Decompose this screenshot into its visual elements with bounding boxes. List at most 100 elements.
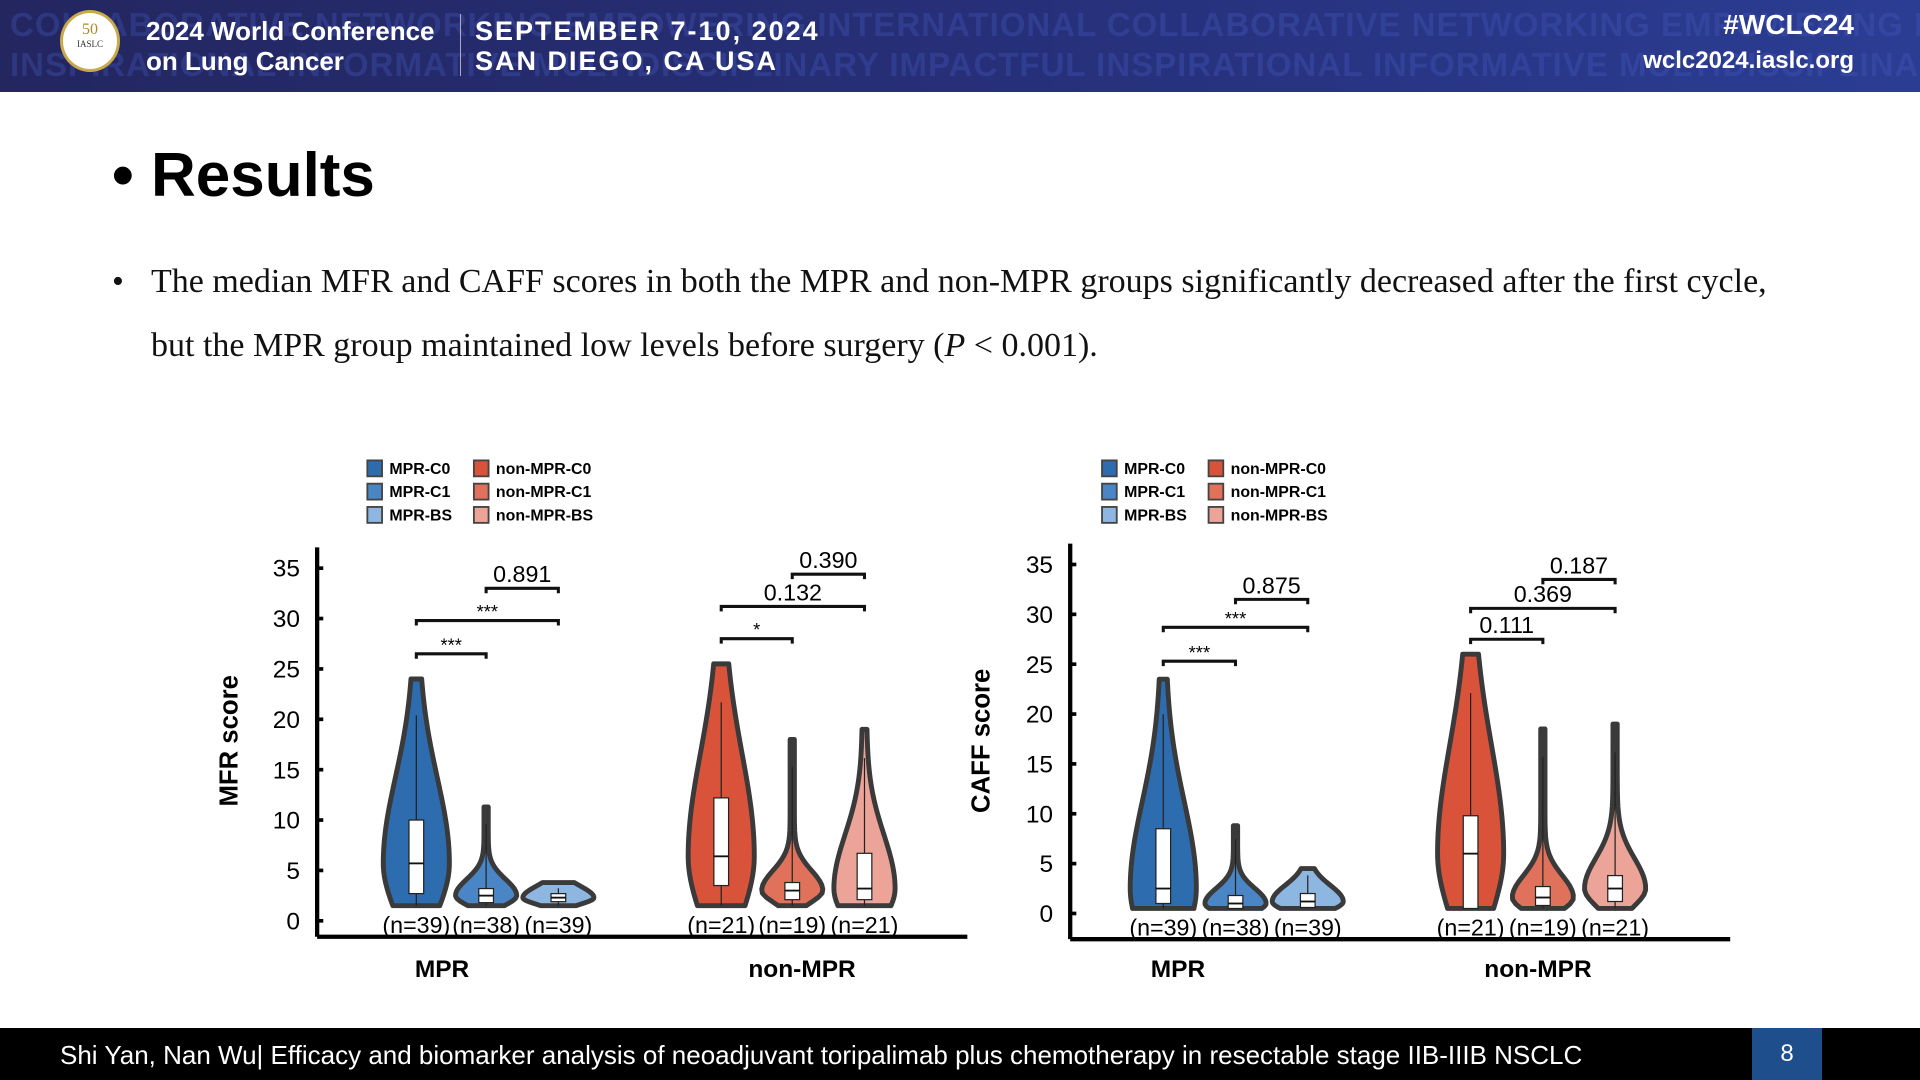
n-label: (n=21)	[687, 912, 755, 938]
p-value-label: ***	[1189, 642, 1210, 663]
legend-swatch	[1207, 482, 1225, 501]
slide-title: • Results	[112, 140, 375, 211]
y-tick-label: 0	[286, 908, 300, 935]
n-label: (n=19)	[1509, 915, 1577, 941]
group-label: non-MPR	[1484, 956, 1592, 983]
significance-bracket	[414, 619, 560, 626]
footer-bar: Shi Yan, Nan Wu| Efficacy and biomarker …	[0, 1028, 1920, 1080]
y-axis-label: MFR score	[216, 675, 244, 806]
significance-bracket	[1469, 637, 1545, 645]
p-symbol: P	[944, 327, 966, 364]
legend-label: MPR-C0	[1124, 461, 1185, 478]
box	[713, 797, 730, 887]
legend-swatch	[1101, 482, 1118, 501]
y-tick-label: 20	[273, 707, 300, 734]
significance-bracket	[1469, 606, 1617, 614]
box	[1462, 815, 1479, 910]
date: SEPTEMBER 7-10, 2024	[475, 16, 820, 46]
legend-label: MPR-C0	[389, 461, 450, 478]
significance-bracket	[414, 652, 488, 659]
chart-1: MPR-C0 MPR-C1 MPR-BS non-MPR-C0 non-MPR-C1 no…	[967, 459, 1731, 983]
iaslc-50-logo: 50 IASLC	[60, 10, 120, 72]
header-watermark-line: COLLABORATIVE NETWORKING EMPOWERING INTE…	[10, 6, 1920, 43]
location: SAN DIEGO, CA USA	[475, 46, 779, 76]
title-text: Results	[150, 141, 375, 210]
y-tick-label: 0	[1039, 901, 1053, 928]
box	[1227, 894, 1244, 910]
conference-date-location: SEPTEMBER 7-10, 2024 SAN DIEGO, CA USA	[475, 16, 820, 76]
box	[1534, 885, 1551, 907]
box	[1155, 828, 1172, 905]
legend-swatch	[366, 482, 383, 501]
group-label: MPR	[415, 956, 470, 983]
y-tick-label: 30	[273, 606, 300, 633]
significance-bracket	[719, 637, 794, 644]
y-tick-label: 10	[273, 808, 300, 835]
bullet: •	[112, 263, 124, 300]
y-tick-label: 35	[273, 556, 300, 583]
p-value-label: 0.875	[1243, 572, 1301, 598]
legend-label: MPR-BS	[1124, 507, 1187, 524]
p-value-label: 0.132	[764, 579, 822, 605]
paragraph-line: but the MPR group maintained low levels …	[151, 314, 1892, 378]
conference-header: COLLABORATIVE NETWORKING EMPOWERING INTE…	[0, 0, 1920, 92]
n-label: (n=39)	[1274, 915, 1342, 941]
p-value-label: ***	[441, 634, 462, 655]
header-watermark-line: INSPIRATIONAL INFORMATIVE MULTIDISCIPLIN…	[10, 46, 1920, 83]
y-tick-label: 25	[273, 656, 300, 683]
significance-bracket	[1541, 577, 1617, 585]
legend-label: non-MPR-C1	[496, 484, 592, 501]
divider	[460, 14, 461, 76]
paragraph-line: The median MFR and CAFF scores in both t…	[151, 263, 1767, 300]
n-label: (n=38)	[452, 912, 520, 938]
box	[856, 852, 873, 901]
n-label: (n=21)	[1437, 915, 1505, 941]
hashtag: #WCLC24	[1723, 9, 1854, 40]
page-number: 8	[1752, 1028, 1822, 1080]
logo-subtext: IASLC	[76, 39, 103, 49]
y-axis-label: CAFF score	[967, 669, 995, 813]
legend-label: non-MPR-C1	[1231, 484, 1327, 501]
legend-swatch	[472, 459, 490, 478]
legend-label: non-MPR-C0	[496, 461, 592, 478]
title-line: 2024 World Conference	[146, 16, 435, 46]
y-tick-label: 20	[1026, 702, 1053, 729]
n-label: (n=39)	[1129, 915, 1197, 941]
chart-0: MPR-C0 MPR-C1 MPR-BS non-MPR-C0 non-MPR-C1 no…	[216, 459, 968, 983]
n-label: (n=39)	[382, 912, 450, 938]
legend-swatch	[366, 506, 383, 524]
significance-bracket	[1233, 597, 1310, 605]
y-tick-label: 15	[1026, 751, 1053, 778]
p-value-label: *	[753, 619, 760, 640]
significance-bracket	[790, 572, 867, 580]
y-tick-label: 10	[1026, 801, 1053, 828]
citation-text: Shi Yan, Nan Wu| Efficacy and biomarker …	[60, 1040, 1583, 1070]
n-label: (n=19)	[758, 912, 826, 938]
y-tick-label: 5	[1039, 851, 1053, 878]
y-tick-label: 15	[273, 757, 300, 784]
website-link[interactable]: wclc2024.iaslc.org	[1643, 47, 1854, 74]
y-tick-label: 25	[1026, 652, 1053, 679]
text: < 0.001).	[965, 327, 1098, 364]
p-value-label: 0.369	[1514, 581, 1572, 607]
legend-swatch	[472, 482, 490, 501]
n-label: (n=38)	[1202, 915, 1270, 941]
legend-label: MPR-C1	[1124, 484, 1185, 501]
y-tick-label: 35	[1026, 552, 1053, 579]
conference-title: 2024 World Conference on Lung Cancer	[146, 16, 435, 76]
text: but the MPR group maintained low levels …	[151, 327, 945, 364]
legend-swatch	[366, 459, 383, 478]
legend-swatch	[472, 506, 490, 524]
group-label: non-MPR	[748, 956, 856, 983]
legend-swatch	[1101, 506, 1118, 524]
legend-label: MPR-BS	[389, 507, 452, 524]
p-value-label: ***	[477, 601, 498, 622]
group-label: MPR	[1151, 956, 1206, 983]
p-value-label: 0.891	[493, 561, 551, 587]
y-tick-label: 5	[286, 858, 300, 885]
legend-label: MPR-C1	[389, 484, 450, 501]
legend-label: non-MPR-BS	[1231, 507, 1328, 524]
significance-bracket	[484, 586, 560, 594]
p-value-label: ***	[1225, 608, 1246, 629]
